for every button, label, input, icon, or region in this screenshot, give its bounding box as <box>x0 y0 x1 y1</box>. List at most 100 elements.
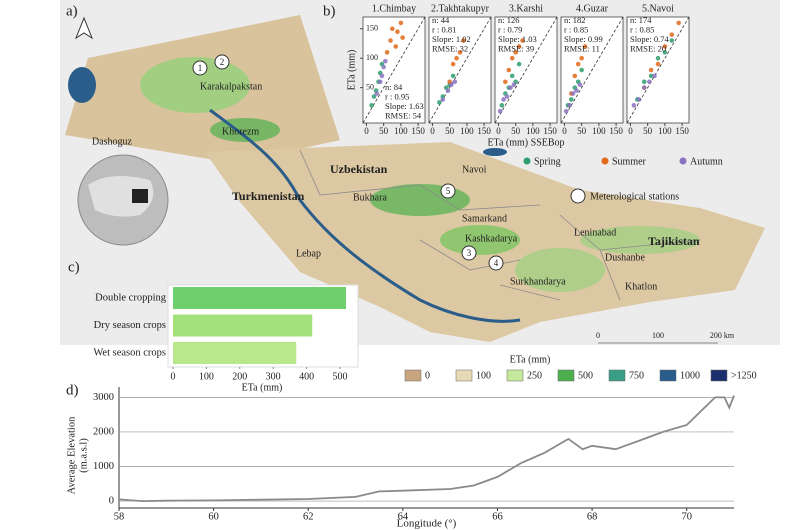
one-to-one-line <box>494 16 558 124</box>
x-tick-label: 0 <box>364 126 369 136</box>
stat-text: RMSE: 39 <box>498 43 534 53</box>
plot-title: 5.Navoi <box>642 3 674 14</box>
point <box>450 73 456 79</box>
stat-text: Slope: 0.99 <box>564 34 603 44</box>
y-tick-label: 1000 <box>93 461 114 472</box>
x-tick-label: 50 <box>643 126 653 136</box>
river <box>209 108 521 323</box>
station-label: 3 <box>467 248 472 258</box>
region-label: Dushanbe <box>605 252 646 263</box>
y-axis-label: Average Elevation <box>66 416 77 494</box>
point <box>457 50 463 55</box>
point <box>508 85 513 90</box>
bar <box>173 287 346 309</box>
lake <box>483 148 507 156</box>
point <box>647 79 652 85</box>
point <box>631 103 637 108</box>
point <box>509 73 515 79</box>
legend-label: 1000 <box>680 370 700 381</box>
point <box>398 20 404 26</box>
point <box>513 50 518 55</box>
point <box>641 85 647 90</box>
legend-label: 500 <box>578 370 593 381</box>
x-axis-label: ETa (mm) <box>242 382 283 393</box>
x-tick-label: 0 <box>628 126 633 136</box>
category-label: Double cropping <box>95 292 167 303</box>
x-tick-label: 66 <box>492 511 503 522</box>
x-tick-label: 62 <box>303 511 314 522</box>
x-tick-label: 50 <box>511 126 521 136</box>
point <box>669 32 675 37</box>
green-area <box>580 226 700 254</box>
point <box>449 82 454 88</box>
legend-label: 0 <box>425 370 430 381</box>
green-area <box>515 248 605 292</box>
point <box>437 100 442 105</box>
point <box>655 55 661 61</box>
category-label: Dry season crops <box>94 320 166 331</box>
stat-text: n: 126 <box>498 15 520 25</box>
x-tick-label: 300 <box>266 371 281 382</box>
legend-label: Summer <box>612 156 647 167</box>
y-tick-label: 100 <box>366 53 378 62</box>
stat-text: n: 44 <box>432 15 450 25</box>
plot-title: 4.Guzar <box>576 3 609 14</box>
point <box>662 44 668 49</box>
legend-swatch <box>710 369 728 382</box>
legend-label: Spring <box>534 156 561 167</box>
x-tick-label: 150 <box>477 126 491 136</box>
x-tick-label: 100 <box>460 126 474 136</box>
point <box>652 73 657 79</box>
region-label: Samarkand <box>462 213 507 224</box>
point <box>379 73 385 79</box>
y-axis-label: ETa (mm) <box>346 50 357 91</box>
point <box>582 44 588 49</box>
x-tick-label: 0 <box>562 126 567 136</box>
point <box>440 97 446 102</box>
point <box>504 94 510 99</box>
x-tick-label: 100 <box>199 371 214 382</box>
point <box>520 38 525 43</box>
plot-title: 2.Takhtakupyr <box>431 3 490 14</box>
stat-text: RMSE: 32 <box>432 43 468 53</box>
one-to-one-line <box>428 16 492 124</box>
point <box>384 50 390 55</box>
plot-title: 1.Chimbay <box>372 3 416 14</box>
legend-label: 100 <box>476 370 491 381</box>
point <box>445 88 451 93</box>
x-tick-label: 58 <box>114 511 125 522</box>
scale-label: 0 <box>596 331 600 340</box>
x-tick-label: 100 <box>394 126 408 136</box>
point <box>570 91 576 96</box>
point <box>516 61 522 67</box>
x-tick-label: 150 <box>543 126 557 136</box>
point <box>509 55 515 61</box>
point <box>572 73 578 79</box>
station <box>461 245 477 261</box>
point <box>461 38 466 43</box>
point <box>381 64 386 70</box>
lake <box>68 67 96 103</box>
stat-text: n: 84 <box>385 82 403 92</box>
scale-label: 100 <box>652 331 664 340</box>
category-label: Wet season crops <box>93 347 166 358</box>
stat-text: r : 0.95 <box>385 91 409 101</box>
legend-swatch <box>659 369 677 382</box>
bar <box>173 342 297 364</box>
y-axis-label: (m.a.s.l) <box>78 438 89 473</box>
x-tick-label: 50 <box>379 126 389 136</box>
country-label: Uzbekistan <box>330 162 388 176</box>
point <box>501 97 506 102</box>
point <box>454 55 459 61</box>
legend-swatch <box>404 369 422 382</box>
point <box>579 55 584 61</box>
globe-inset <box>132 189 148 203</box>
station <box>214 54 230 70</box>
x-tick-label: 60 <box>208 511 219 522</box>
x-tick-label: 200 <box>232 371 247 382</box>
plot-title: 3.Karshi <box>509 3 543 14</box>
panel-label: c) <box>68 259 80 275</box>
region-label: Leninabad <box>574 227 616 238</box>
stat-text: n: 182 <box>564 15 586 25</box>
